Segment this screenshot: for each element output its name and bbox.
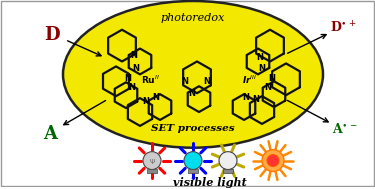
Text: N: N [182,77,189,86]
Text: SET processes: SET processes [151,124,235,133]
Text: N: N [268,74,276,83]
Text: N: N [129,83,135,92]
Text: visible light: visible light [173,177,247,188]
Text: D$^{\bullet +}$: D$^{\bullet +}$ [330,20,356,35]
Circle shape [267,155,279,167]
Text: photoredox: photoredox [161,13,225,23]
Text: Ψ: Ψ [149,159,154,165]
Text: N: N [243,93,249,102]
Circle shape [184,152,202,170]
Text: N: N [264,83,272,92]
Text: D: D [44,26,60,44]
Text: N: N [256,53,264,62]
Circle shape [219,152,237,170]
Text: N: N [130,51,138,60]
Text: A$^{\bullet -}$: A$^{\bullet -}$ [332,122,358,136]
Bar [223,169,233,174]
Text: N: N [204,77,210,86]
Text: N: N [142,97,150,106]
Text: N: N [124,74,132,83]
Bar [147,169,157,174]
Text: N: N [189,89,195,98]
Bar [188,169,198,174]
Text: N: N [258,64,266,73]
Circle shape [262,150,284,171]
Text: N: N [132,64,140,73]
Circle shape [143,152,161,170]
Ellipse shape [63,1,323,148]
Text: Ir$^{III}$: Ir$^{III}$ [242,73,258,85]
Text: A: A [43,125,57,143]
Text: N: N [153,93,159,102]
Text: N: N [252,95,260,104]
Text: Ru$^{II}$: Ru$^{II}$ [141,73,159,85]
